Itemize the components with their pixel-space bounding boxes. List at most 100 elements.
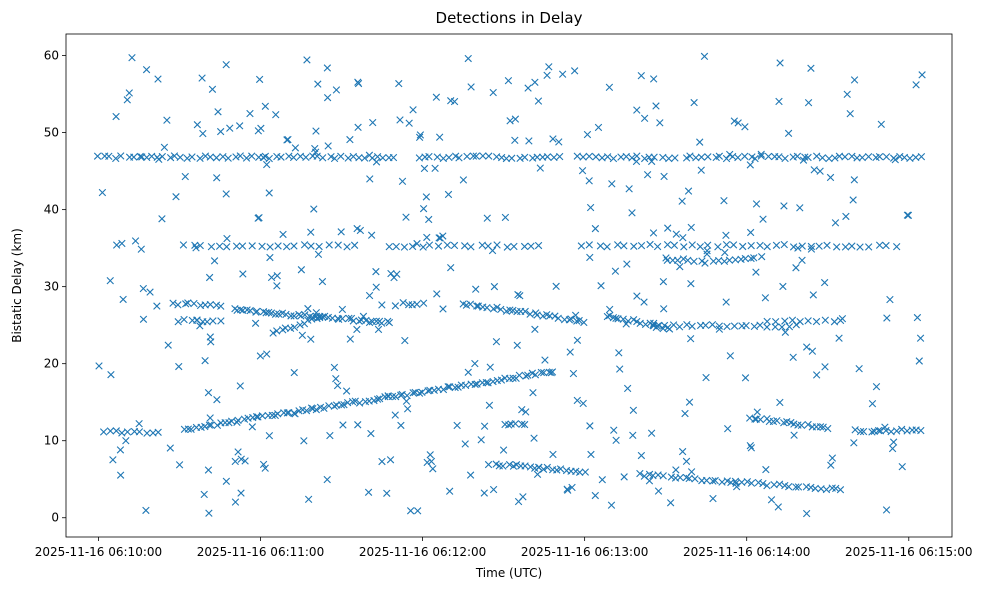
detection-track-point: [385, 318, 394, 327]
detection-track-point: [778, 323, 786, 331]
detection-track-point: [556, 152, 564, 161]
detection-clutter-point: [109, 456, 117, 464]
detection-track-point: [219, 152, 227, 161]
detection-clutter-point: [702, 373, 710, 382]
detection-track-point: [793, 152, 802, 160]
detection-clutter-point: [131, 237, 140, 245]
detection-track-point: [349, 152, 358, 161]
detection-track-point: [819, 423, 827, 431]
detection-clutter-point: [511, 136, 519, 144]
detection-clutter-point: [444, 190, 453, 199]
detection-track-point: [858, 153, 866, 162]
detection-track-point: [613, 241, 622, 249]
detection-track-point: [176, 153, 184, 162]
detection-clutter-point: [676, 262, 684, 271]
detection-clutter-point: [792, 264, 800, 272]
detection-clutter-point: [904, 211, 913, 219]
detection-track-point: [221, 419, 229, 427]
detection-track-point: [598, 154, 606, 162]
detection-clutter-point: [741, 123, 749, 131]
detection-clutter-point: [265, 189, 273, 197]
detection-clutter-point: [606, 305, 614, 314]
detection-clutter-point: [378, 301, 386, 309]
detection-track-point: [690, 257, 698, 266]
detection-track-point: [471, 380, 479, 389]
detection-track-point: [722, 154, 731, 163]
detection-clutter-point: [846, 110, 854, 118]
detection-track-point: [729, 241, 738, 249]
detection-track-point: [330, 402, 339, 410]
detection-clutter-point: [420, 164, 429, 173]
detection-track-point: [238, 242, 247, 250]
detection-track-point: [505, 460, 514, 469]
detection-track-point: [641, 320, 650, 329]
detection-clutter-point: [564, 486, 572, 494]
detection-track-point: [318, 313, 327, 321]
detection-track-point: [680, 243, 688, 251]
detection-clutter-point: [146, 288, 154, 296]
detection-clutter-point: [439, 305, 447, 313]
detection-track-point: [205, 421, 214, 429]
detection-clutter-point: [664, 224, 672, 232]
detection-clutter-point: [579, 399, 587, 408]
y-tick-label: 20: [44, 357, 59, 371]
detection-clutter-point: [610, 426, 618, 434]
detection-clutter-point: [597, 282, 605, 290]
detection-track-point: [106, 427, 115, 435]
detection-clutter-point: [533, 470, 542, 479]
detection-clutter-point: [364, 488, 373, 496]
detection-clutter-point: [598, 476, 606, 484]
detection-clutter-point: [372, 158, 381, 166]
detection-track-point: [338, 314, 347, 323]
detection-track-point: [419, 299, 428, 307]
detection-track-point: [130, 153, 138, 161]
detection-clutter-point: [213, 174, 221, 182]
x-tick-label: 2025-11-16 06:15:00: [845, 545, 972, 559]
detection-clutter-point: [849, 196, 857, 204]
detection-track-point: [365, 318, 374, 327]
detection-clutter-point: [256, 352, 265, 360]
detection-clutter-point: [741, 374, 750, 382]
detection-clutter-point: [466, 471, 475, 479]
detection-clutter-point: [402, 397, 411, 405]
detection-clutter-point: [415, 133, 424, 141]
detection-track-point: [503, 243, 512, 251]
detection-clutter-point: [757, 150, 765, 158]
detection-track-point: [543, 463, 552, 472]
detection-track-point: [603, 243, 611, 251]
detection-clutter-point: [628, 209, 636, 217]
detection-clutter-point: [633, 292, 641, 300]
detection-clutter-point: [154, 75, 162, 83]
detection-clutter-point: [193, 316, 201, 324]
detection-clutter-point: [687, 468, 696, 476]
detection-track-point: [509, 306, 517, 315]
detection-track-point: [520, 420, 529, 429]
detection-track-point: [112, 154, 120, 163]
detection-clutter-point: [423, 458, 431, 467]
detection-clutter-point: [678, 197, 686, 205]
detection-clutter-point: [324, 142, 332, 150]
detection-track-point: [734, 153, 742, 162]
detection-track-point: [493, 241, 501, 249]
detection-track-point: [350, 241, 359, 249]
detection-track-point: [320, 404, 328, 413]
y-axis-ticks: 0 10 20 30 40 50 60: [44, 49, 66, 525]
detection-track-point: [825, 154, 833, 163]
detection-clutter-point: [549, 135, 557, 143]
detection-clutter-point: [489, 88, 497, 97]
detection-track-point: [750, 322, 759, 331]
detection-clutter-point: [722, 231, 730, 240]
detection-track-point: [789, 243, 798, 251]
detection-clutter-point: [435, 234, 443, 242]
detection-track-point: [704, 153, 712, 161]
detection-track-point: [473, 302, 481, 310]
detection-clutter-point: [234, 448, 242, 456]
detection-track-point: [209, 317, 217, 325]
detection-track-point: [413, 300, 421, 308]
detection-track-point: [812, 317, 821, 326]
x-tick-label: 2025-11-16 06:12:00: [359, 545, 486, 559]
detection-track-point: [246, 306, 254, 315]
detection-clutter-point: [402, 213, 410, 221]
detection-track-point: [526, 463, 535, 471]
detection-track-point: [351, 397, 359, 405]
